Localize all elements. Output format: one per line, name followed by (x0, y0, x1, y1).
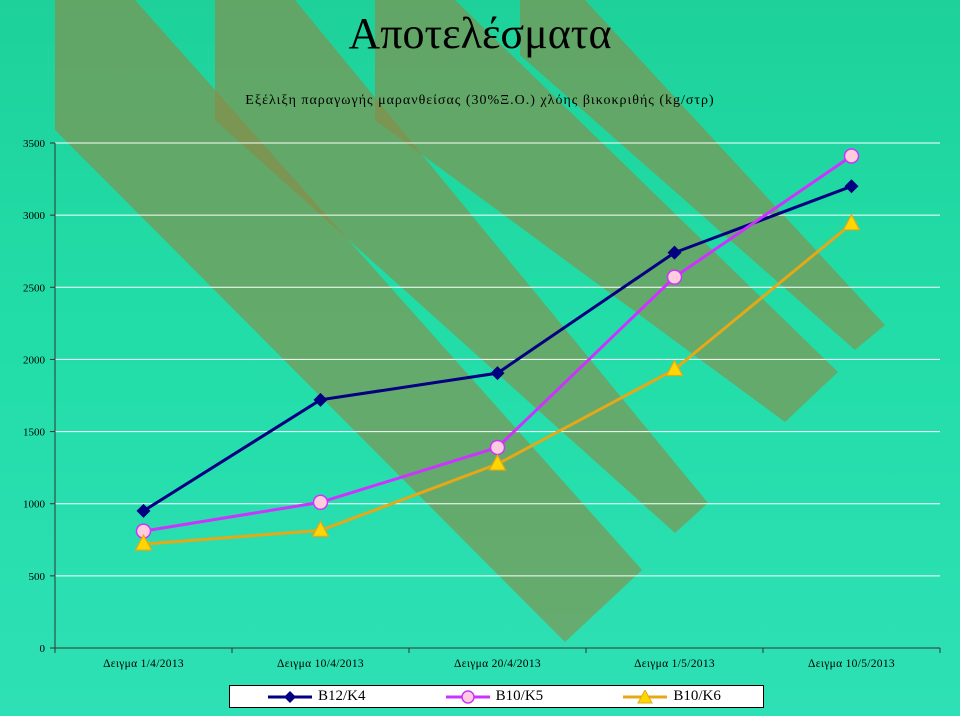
data-point (843, 148, 860, 164)
x-tick-label: Δειγμα 10/5/2013 (808, 658, 895, 670)
x-tick-label: Δειγμα 20/4/2013 (454, 658, 541, 670)
y-tick-label: 2000 (23, 354, 46, 366)
legend-marker-b10-k6 (623, 689, 668, 703)
data-point (313, 392, 328, 407)
legend-label-b10-k5: B10/K5 (495, 688, 544, 704)
data-point (312, 494, 329, 511)
legend-item-b10-k5: B10/K5 (408, 688, 586, 705)
legend-item-b10-k6: B10/K6 (585, 688, 763, 705)
legend-marker-b10-k5 (445, 689, 490, 704)
chart-subtitle: Εξέλιξη παραγωγής μαρανθείσας (30%Ξ.Ο.) … (245, 93, 715, 108)
data-point (489, 439, 506, 456)
series-line-1 (143, 154, 853, 533)
data-point (311, 520, 330, 538)
legend-label-b12-k4: B12/K4 (318, 688, 366, 704)
y-tick-label: 2500 (23, 282, 46, 294)
x-tick-label: Δειγμα 1/4/2013 (103, 658, 184, 670)
data-point (666, 269, 683, 285)
y-tick-label: 3500 (23, 138, 46, 150)
data-point (665, 359, 684, 377)
data-point (490, 366, 505, 381)
data-point (844, 179, 859, 194)
page-title: Αποτελέσματα (348, 9, 612, 58)
y-tick-label: 500 (29, 571, 46, 583)
data-point (488, 453, 507, 471)
legend-label-b10-k6: B10/K6 (673, 688, 721, 704)
y-tick-label: 0 (40, 643, 46, 655)
y-tick-label: 1500 (23, 427, 46, 439)
data-point (134, 533, 153, 551)
y-tick-label: 3000 (23, 210, 46, 222)
data-point (842, 213, 861, 231)
legend-marker-b12-k4 (268, 690, 312, 703)
legend-item-b12-k4: B12/K4 (230, 688, 408, 705)
x-tick-label: Δειγμα 1/5/2013 (634, 658, 715, 670)
chart-legend: B12/K4 B10/K5 B10/K6 (229, 685, 764, 708)
x-tick-label: Δειγμα 10/4/2013 (277, 658, 364, 670)
data-point (136, 503, 151, 518)
data-point (667, 245, 682, 260)
y-tick-label: 1000 (23, 499, 46, 511)
series-line-2 (143, 222, 853, 546)
